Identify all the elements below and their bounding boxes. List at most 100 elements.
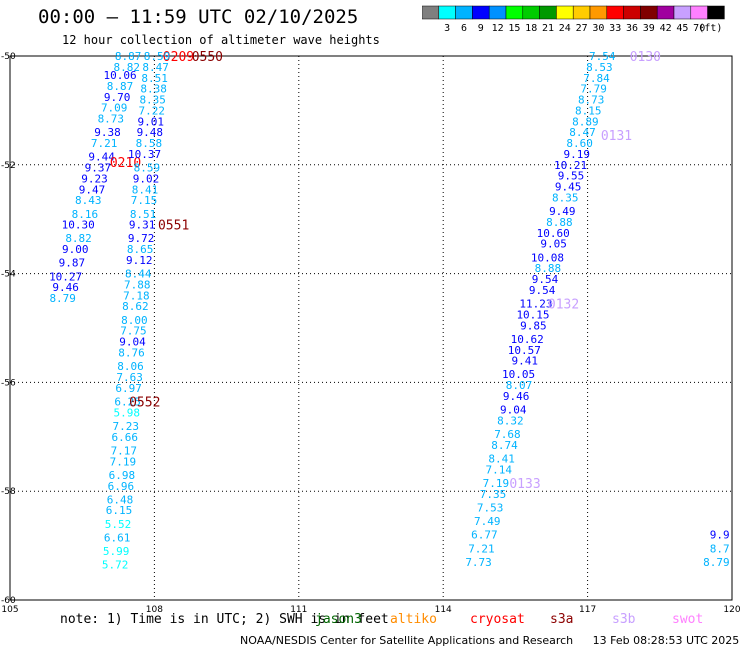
colorbar-label: 9 — [478, 23, 484, 34]
wave-height-point: 9.72 — [128, 232, 155, 245]
colorbar-label: 3 — [444, 23, 450, 34]
wave-height-point: 9.46 — [503, 390, 530, 403]
wave-height-point: 10.15 — [516, 308, 549, 321]
wave-height-point: 7.54 — [589, 50, 616, 63]
wave-height-point: 5.99 — [103, 545, 130, 558]
wave-height-point: 7.75 — [120, 325, 147, 338]
pass-time-label: 0210 — [110, 156, 141, 171]
wave-height-point: 7.73 — [465, 556, 492, 569]
wave-height-point: 5.72 — [102, 559, 129, 572]
pass-time-label: 0131 — [601, 129, 632, 144]
wave-height-point: 8.79 — [703, 556, 730, 569]
colorbar-label: 33 — [609, 23, 621, 34]
x-tick-label: 120 — [723, 605, 740, 612]
wave-height-point: 8.00 — [121, 314, 148, 327]
colorbar-swatch — [707, 5, 725, 20]
wave-height-point: 9.48 — [137, 126, 164, 139]
wave-height-point: 9.45 — [555, 181, 582, 194]
wave-height-point: 9.85 — [520, 319, 547, 332]
wave-height-point: 7.21 — [468, 542, 495, 555]
wave-height-point: 8.41 — [132, 183, 159, 196]
wave-height-point: 7.09 — [101, 102, 128, 115]
wave-height-point: 9.54 — [532, 273, 559, 286]
wave-height-point: 8.74 — [491, 439, 518, 452]
wave-height-point: 8.65 — [127, 243, 154, 256]
x-tick-label: 114 — [435, 605, 452, 612]
wave-height-point: 5.52 — [105, 518, 132, 531]
wave-height-point: 9.19 — [564, 148, 591, 161]
wave-height-point: 7.18 — [123, 289, 150, 302]
wave-height-point: 10.06 — [103, 69, 136, 82]
wave-height-point: 9.23 — [81, 172, 108, 185]
footer-org: NOAA/NESDIS Center for Satellite Applica… — [240, 634, 574, 647]
wave-height-point: 9.04 — [119, 336, 146, 349]
wave-height-point: 8.87 — [115, 50, 142, 63]
wave-height-point: 9.38 — [94, 126, 121, 139]
wave-height-point: 8.7 — [710, 542, 730, 555]
pass-time-label: 0133 — [509, 477, 540, 492]
pass-time-label: 0132 — [548, 298, 579, 313]
wave-height-point: 8.53 — [586, 61, 613, 74]
wave-height-point: 8.76 — [118, 346, 145, 359]
wave-height-point: 8.88 — [535, 262, 562, 275]
wave-height-point: 9.37 — [85, 162, 112, 175]
pass-time-label: 0551 — [158, 219, 189, 234]
wave-height-point: 9.55 — [558, 170, 585, 183]
wave-height-point: 8.43 — [75, 194, 102, 207]
wave-height-point: 6.97 — [115, 382, 142, 395]
chart-subtitle: 12 hour collection of altimeter wave hei… — [62, 33, 380, 47]
wave-height-point: 6.48 — [107, 493, 134, 506]
colorbar-label: 6 — [461, 23, 467, 34]
x-tick-label: 105 — [1, 605, 18, 612]
wave-height-point: 7.79 — [580, 83, 607, 96]
wave-height-point: 10.27 — [49, 270, 82, 283]
wave-height-point: 7.17 — [111, 444, 138, 457]
wave-height-point: 8.35 — [139, 94, 166, 107]
colorbar-label: 21 — [542, 23, 554, 34]
wave-height-point: 8.89 — [572, 115, 599, 128]
y-tick-label: -56 — [1, 378, 16, 388]
colorbar-label: 70 — [693, 23, 705, 34]
x-tick-label: 108 — [146, 605, 163, 612]
colorbar-label: 27 — [576, 23, 588, 34]
wave-height-point: 7.88 — [124, 278, 151, 291]
colorbar-label: 42 — [660, 23, 672, 34]
colorbar-label: 36 — [626, 23, 638, 34]
wave-height-point: 10.57 — [508, 344, 541, 357]
wave-height-point: 7.49 — [474, 515, 501, 528]
wave-height-point: 7.68 — [494, 428, 521, 441]
colorbar-label: 45 — [676, 23, 688, 34]
wave-height-point: 8.82 — [65, 232, 92, 245]
wave-height-point: 9.47 — [79, 183, 106, 196]
footer-timestamp: 13 Feb 08:28:53 UTC 2025 — [592, 634, 740, 647]
wave-height-point: 9.70 — [104, 91, 131, 104]
wave-height-point: 9.04 — [500, 404, 527, 417]
wave-height-point: 6.15 — [106, 504, 133, 517]
wave-height-point: 7.53 — [477, 502, 504, 515]
pass-time-label: 0209 — [163, 50, 194, 65]
y-tick-label: -50 — [1, 52, 16, 62]
y-tick-label: -52 — [1, 161, 16, 171]
wave-height-point: 10.62 — [511, 333, 544, 346]
wave-height-point: 8.47 — [142, 61, 169, 74]
wave-height-point: 10.21 — [554, 159, 587, 172]
wave-height-point: 6.25 — [114, 395, 141, 408]
wave-height-point: 8.35 — [552, 191, 579, 204]
wave-height-point: 7.15 — [131, 194, 158, 207]
colorbar-label: 24 — [559, 23, 571, 34]
pass-time-label: 0130 — [630, 50, 661, 65]
legend-altiko: altiko — [390, 612, 437, 627]
wave-height-point: 8.58 — [136, 137, 163, 150]
wave-height-point: 8.16 — [72, 208, 99, 221]
wave-height-point: 8.59 — [144, 50, 171, 63]
wave-height-point: 11.23 — [519, 298, 552, 311]
pass-time-label: 0550 — [192, 50, 223, 65]
legend-jason3: jason3 — [315, 612, 362, 627]
colorbar-label: 12 — [492, 23, 504, 34]
wave-height-point: 7.19 — [110, 455, 137, 468]
wave-height-point: 9.05 — [540, 238, 567, 251]
wave-height-point: 9.31 — [129, 219, 156, 232]
wave-height-point: 8.82 — [113, 61, 140, 74]
wave-height-point: 8.51 — [130, 208, 157, 221]
wave-height-point: 9.54 — [529, 284, 556, 297]
